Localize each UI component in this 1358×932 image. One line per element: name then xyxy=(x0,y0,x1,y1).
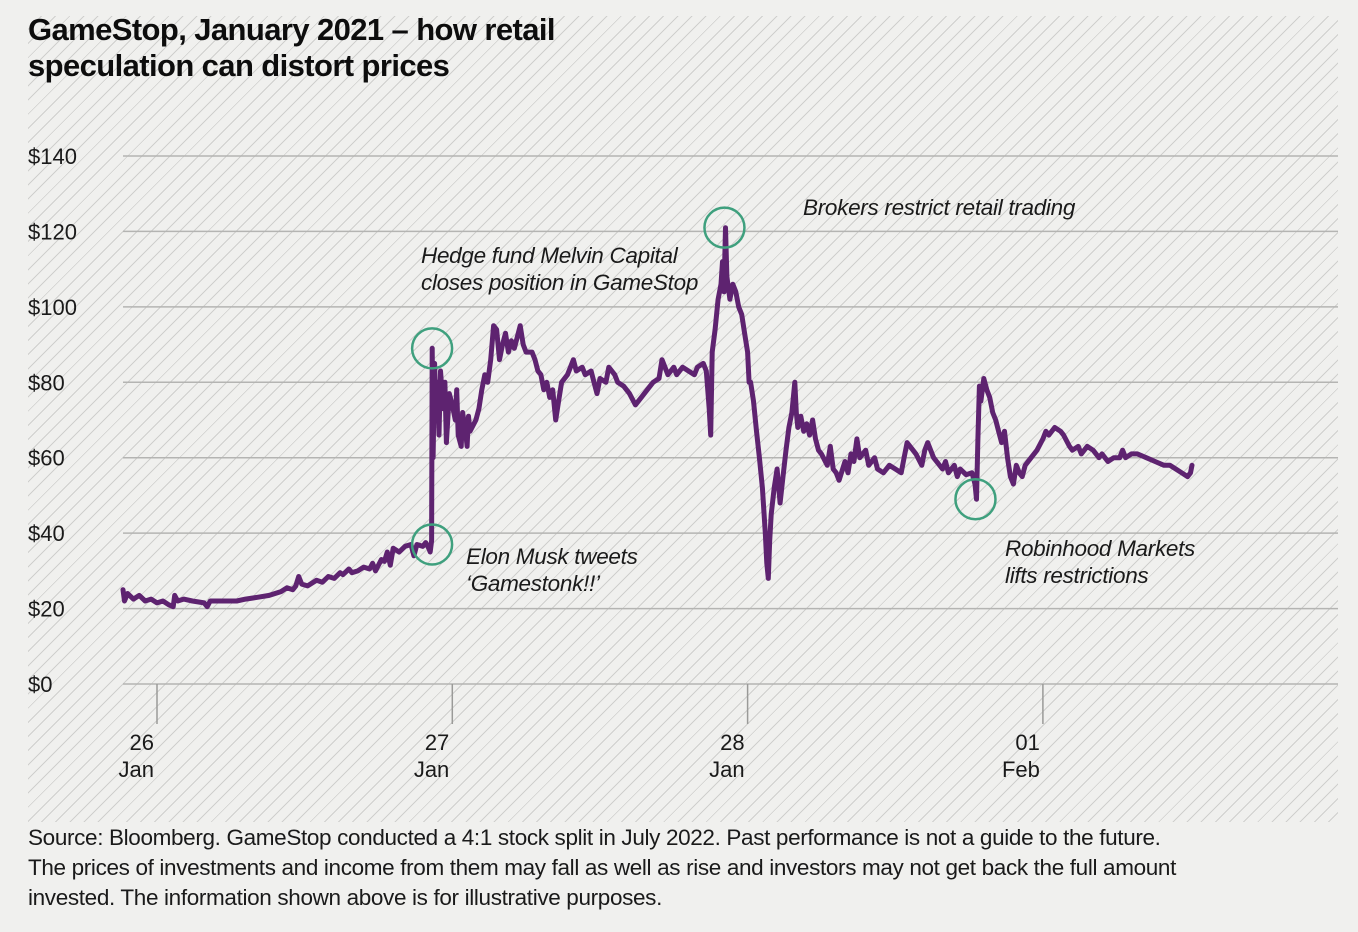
source-note-line-3: invested. The information shown above is… xyxy=(28,885,662,910)
y-tick-label: $60 xyxy=(28,446,65,471)
annotation-musk-line-2: ‘Gamestonk!!’ xyxy=(466,571,601,596)
y-tick-label: $140 xyxy=(28,144,77,169)
hatched-background xyxy=(28,16,1338,822)
y-tick-label: $100 xyxy=(28,295,77,320)
source-note-line-1: Source: Bloomberg. GameStop conducted a … xyxy=(28,825,1161,850)
x-tick-label-month: Feb xyxy=(1002,757,1040,782)
annotation-labels: Hedge fund Melvin Capital closes positio… xyxy=(421,195,1195,596)
x-tick-label-month: Jan xyxy=(119,757,154,782)
x-tick-label-month: Jan xyxy=(709,757,744,782)
x-tick-label-day: 01 xyxy=(1015,730,1039,755)
x-tick-label-day: 26 xyxy=(130,730,154,755)
x-tick-label-day: 27 xyxy=(425,730,449,755)
annotation-musk-line-1: Elon Musk tweets xyxy=(466,544,638,569)
title-line-1: GameStop, January 2021 – how retail xyxy=(28,12,555,47)
y-tick-label: $40 xyxy=(28,521,65,546)
annotation-markers xyxy=(410,206,997,566)
chart-title: GameStop, January 2021 – how retail spec… xyxy=(28,12,728,84)
annotation-circle xyxy=(410,327,454,370)
x-tick-label-month: Jan xyxy=(414,757,449,782)
annotation-melvin-line-2: closes position in GameStop xyxy=(421,270,698,295)
annotation-robinhood-line-2: lifts restrictions xyxy=(1005,563,1148,588)
gridlines xyxy=(123,155,1338,685)
title-line-2: speculation can distort prices xyxy=(28,48,450,83)
annotation-brokers: Brokers restrict retail trading xyxy=(803,195,1076,220)
y-tick-label: $80 xyxy=(28,370,65,395)
y-tick-label: $120 xyxy=(28,219,77,244)
source-note: Source: Bloomberg. GameStop conducted a … xyxy=(28,823,1348,913)
annotation-circle xyxy=(954,477,997,521)
annotation-robinhood-line-1: Robinhood Markets xyxy=(1005,536,1195,561)
annotation-melvin-line-1: Hedge fund Melvin Capital xyxy=(421,243,679,268)
series-line-0 xyxy=(120,225,1195,610)
annotation-circle xyxy=(410,523,454,566)
annotation-circle xyxy=(703,206,746,249)
y-tick-label: $20 xyxy=(28,597,65,622)
source-note-line-2: The prices of investments and income fro… xyxy=(28,855,1176,880)
y-tick-label: $0 xyxy=(28,672,52,697)
x-tick-label-day: 28 xyxy=(720,730,744,755)
y-axis-labels: $0 $20 $40 $60 $80 $100 $120 $140 xyxy=(28,144,77,697)
price-series xyxy=(120,225,1195,610)
